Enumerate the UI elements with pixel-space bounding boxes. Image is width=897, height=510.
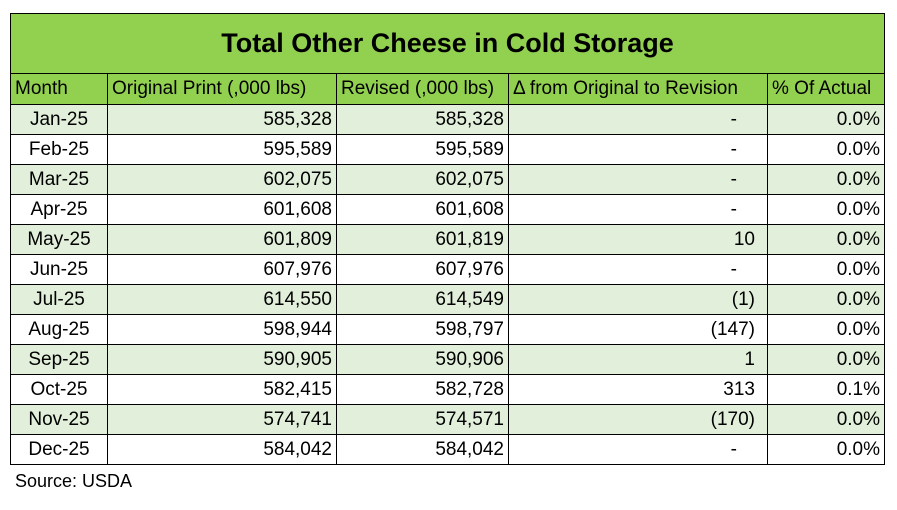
revised-cell: 585,328	[336, 104, 509, 135]
revised-cell: 598,797	[336, 314, 509, 345]
table-row: Nov-25 574,741 574,571 (170) 0.0%	[10, 404, 886, 435]
original-cell: 598,944	[107, 314, 337, 345]
table-row: Jul-25 614,550 614,549 (1) 0.0%	[10, 284, 886, 315]
table-row: Dec-25 584,042 584,042-0.0%	[10, 434, 886, 465]
original-cell: 582,415	[107, 374, 337, 405]
month-cell: Aug-25	[10, 314, 108, 345]
source-note: Source: USDA	[15, 471, 133, 491]
revised-cell: 595,589	[336, 134, 509, 165]
original-cell: 601,809	[107, 224, 337, 255]
delta-cell: -	[508, 434, 768, 465]
month-cell: Feb-25	[10, 134, 108, 165]
delta-cell: -	[508, 104, 768, 135]
table-row: Feb-25 595,589 595,589-0.0%	[10, 134, 886, 165]
table-row: Sep-25 590,905 590,906 1 0.0%	[10, 344, 886, 375]
original-cell: 584,042	[107, 434, 337, 465]
delta-cell: (1)	[508, 284, 768, 315]
pct-cell: 0.0%	[766, 224, 886, 255]
pct-cell: 0.0%	[766, 134, 886, 165]
month-cell: Sep-25	[10, 344, 108, 375]
revised-cell: 607,976	[336, 254, 509, 285]
month-cell: Jan-25	[10, 104, 108, 135]
delta-cell: 313	[508, 374, 768, 405]
pct-cell: 0.0%	[766, 104, 886, 135]
delta-cell: -	[508, 164, 768, 195]
original-cell: 601,608	[107, 194, 337, 225]
pct-cell: 0.0%	[766, 284, 886, 315]
revised-cell: 602,075	[336, 164, 509, 195]
delta-cell: 1	[508, 344, 768, 375]
pct-cell: 0.0%	[766, 164, 886, 195]
revised-cell: 601,608	[336, 194, 509, 225]
pct-cell: 0.0%	[766, 254, 886, 285]
original-cell: 585,328	[107, 104, 337, 135]
month-cell: Dec-25	[10, 434, 108, 465]
pct-cell: 0.0%	[766, 344, 886, 375]
revised-cell: 614,549	[336, 284, 509, 315]
delta-cell: -	[508, 134, 768, 165]
table-row: Aug-25 598,944 598,797 (147) 0.0%	[10, 314, 886, 345]
month-cell: Jul-25	[10, 284, 108, 315]
original-cell: 607,976	[107, 254, 337, 285]
revised-cell: 574,571	[336, 404, 509, 435]
pct-cell: 0.0%	[766, 194, 886, 225]
original-cell: 574,741	[107, 404, 337, 435]
table-row: Jan-25 585,328 585,328-0.0%	[10, 104, 886, 135]
revised-cell: 590,906	[336, 344, 509, 375]
column-header-month: Month	[10, 73, 108, 105]
revised-cell: 601,819	[336, 224, 509, 255]
original-cell: 602,075	[107, 164, 337, 195]
delta-cell: 10	[508, 224, 768, 255]
delta-cell: (147)	[508, 314, 768, 345]
month-cell: May-25	[10, 224, 108, 255]
header-row: Month Original Print (,000 lbs) Revised …	[10, 73, 886, 105]
delta-cell: -	[508, 254, 768, 285]
month-cell: Oct-25	[10, 374, 108, 405]
pct-cell: 0.1%	[766, 374, 886, 405]
column-header-revised: Revised (,000 lbs)	[336, 73, 509, 105]
delta-cell: (170)	[508, 404, 768, 435]
table-body: Jan-25 585,328 585,328-0.0% Feb-25 595,589 59…	[10, 104, 886, 465]
original-cell: 595,589	[107, 134, 337, 165]
pct-cell: 0.0%	[766, 434, 886, 465]
month-cell: Jun-25	[10, 254, 108, 285]
table-row: Apr-25 601,608 601,608-0.0%	[10, 194, 886, 225]
original-cell: 590,905	[107, 344, 337, 375]
month-cell: Mar-25	[10, 164, 108, 195]
revised-cell: 584,042	[336, 434, 509, 465]
table-row: Oct-25 582,415 582,728 313 0.1%	[10, 374, 886, 405]
table-title: Total Other Cheese in Cold Storage	[9, 13, 886, 74]
table-row: May-25 601,809 601,819 10 0.0%	[10, 224, 886, 255]
original-cell: 614,550	[107, 284, 337, 315]
revised-cell: 582,728	[336, 374, 509, 405]
month-cell: Apr-25	[10, 194, 108, 225]
delta-cell: -	[508, 194, 768, 225]
column-header-delta: Δ from Original to Revision	[508, 73, 768, 105]
table-row: Jun-25 607,976 607,976-0.0%	[10, 254, 886, 285]
pct-cell: 0.0%	[766, 404, 886, 435]
cold-storage-table: Total Other Cheese in Cold Storage Month…	[9, 13, 886, 465]
column-header-pct: % Of Actual	[766, 73, 886, 105]
column-header-original: Original Print (,000 lbs)	[107, 73, 337, 105]
cold-storage-table-wrapper: Total Other Cheese in Cold Storage Month…	[9, 13, 886, 465]
month-cell: Nov-25	[10, 404, 108, 435]
table-row: Mar-25 602,075 602,075-0.0%	[10, 164, 886, 195]
pct-cell: 0.0%	[766, 314, 886, 345]
